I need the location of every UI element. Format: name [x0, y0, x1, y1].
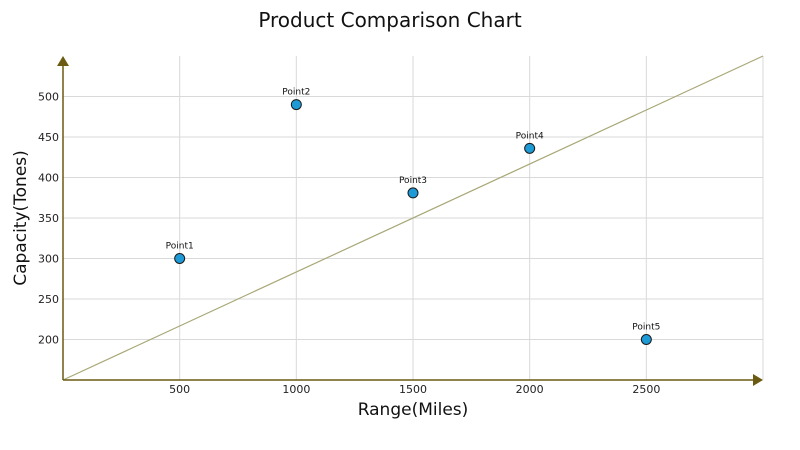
data-label: Point3	[399, 176, 427, 186]
x-tick-label: 2500	[632, 383, 660, 396]
data-label: Point1	[166, 242, 194, 252]
data-label: Point5	[632, 323, 660, 333]
y-tick-label: 450	[38, 131, 59, 144]
data-point	[174, 253, 186, 264]
data-point	[407, 187, 419, 199]
data-label: Point4	[516, 131, 544, 141]
y-tick-label: 250	[38, 293, 59, 306]
y-tick-label: 350	[38, 212, 59, 225]
y-axis-arrow-icon	[57, 56, 69, 66]
data-label: Point2	[282, 88, 310, 98]
x-tick-label: 500	[169, 383, 190, 396]
y-tick-label: 500	[38, 91, 59, 104]
data-point	[524, 142, 536, 154]
x-tick-label: 1500	[399, 383, 427, 396]
data-point	[640, 334, 652, 345]
y-axis-title: Capacity(Tones)	[11, 150, 31, 286]
x-tick-label: 2000	[516, 383, 544, 396]
y-tick-label: 200	[38, 334, 59, 347]
y-tick-label: 400	[38, 172, 59, 185]
x-axis-title: Range(Miles)	[357, 400, 469, 420]
trendline	[62, 55, 764, 381]
y-tick-label: 300	[38, 253, 59, 266]
chart-title: Product Comparison Chart	[258, 8, 522, 32]
x-tick-label: 1000	[282, 383, 310, 396]
data-point	[290, 99, 302, 111]
x-axis-arrow-icon	[753, 374, 763, 386]
